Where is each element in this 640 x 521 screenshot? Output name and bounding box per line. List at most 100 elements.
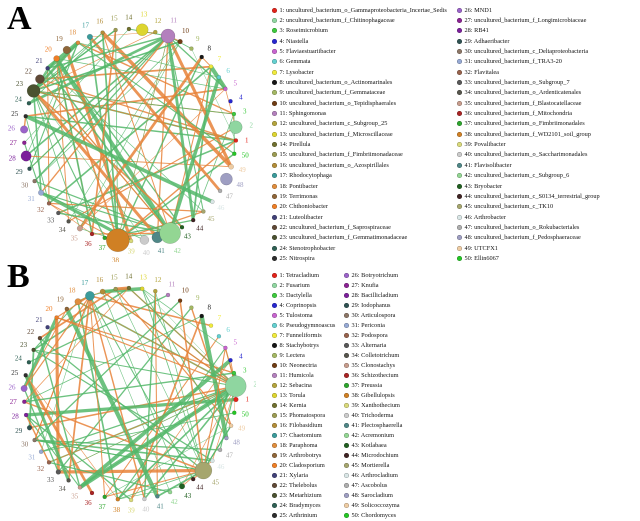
taxon-label: 35: uncultured_bacterium_f_Blastocatella… [464,99,582,107]
network-edge [47,68,50,204]
legend-item: 20: Chthoniobacter [272,202,447,212]
node-number-label: 6 [226,326,230,334]
taxon-node [153,288,158,294]
taxon-color-dot [272,80,277,86]
taxon-node [64,306,70,312]
taxon-color-dot [272,452,277,458]
network-edge [201,56,212,67]
taxon-label: 17: Rhodocytophaga [279,172,332,180]
taxon-node [126,285,132,291]
taxon-color-dot [272,462,277,468]
legend-item: 2: uncultured_bacterium_f_Chitinophagace… [272,15,447,25]
network-edge [25,35,169,157]
node-number-label: 23 [20,341,28,349]
taxon-label: 32: Podospora [351,331,388,339]
taxon-node [66,219,71,224]
taxon-node [232,410,237,416]
taxon-node [210,199,215,204]
taxon-color-dot [344,362,349,368]
legend-item: 24: Stenotrophobacter [272,243,447,253]
taxon-label: 28: Bacillicladium [351,291,399,299]
legend-item: 48: Sarocladium [344,490,402,500]
taxon-color-dot [272,100,277,106]
taxon-color-dot [344,282,349,288]
bacteria-network-diagram: 1234567891011121314151617181920212223242… [8,10,254,262]
node-number-label: 35 [71,234,79,242]
taxon-label: 44: Microdochium [351,451,399,459]
taxon-color-dot [272,382,277,388]
legend-item: 25: Nitrospira [272,253,447,263]
taxon-label: 14: Pirellula [279,141,311,149]
taxon-color-dot [344,422,349,428]
taxon-color-dot [272,131,277,137]
network-edge [156,469,204,498]
taxon-color-dot [457,162,462,168]
taxon-node [216,75,222,80]
legend-item: 44: Microdochium [344,450,402,460]
taxon-node [216,334,222,339]
network-edge [48,461,171,493]
taxon-node [76,225,83,232]
taxon-node [165,292,171,298]
node-number-label: 22 [27,328,35,336]
taxon-label: 32: Flavitalea [464,68,499,76]
taxon-node [115,497,121,502]
legend-item: 15: uncultured_bacterium_f_Fimbriimonada… [272,150,447,160]
legend-item: 49: UTCFX1 [457,243,600,253]
taxon-color-dot [272,38,277,44]
taxon-node [22,399,27,405]
taxon-node [189,46,194,51]
taxon-color-dot [457,193,462,199]
taxon-label: 18: Paraphoma [279,441,318,449]
network-edge [24,287,130,403]
network-edge [48,203,93,235]
taxon-node [159,222,181,244]
node-number-label: 8 [207,45,211,53]
taxon-label: 29: Adhaeribacter [464,37,510,45]
legend-item: 21: Xylaria [272,470,335,480]
fungi-network-diagram: 1234567891011121314151617181920212223242… [9,273,257,515]
taxon-label: 24: Stenotrophobacter [279,244,336,252]
legend-item: 32: Podospora [344,330,402,340]
taxon-color-dot [272,7,277,13]
legend-item: 17: Rhodocytophaga [272,171,447,181]
node-number-label: 14 [125,273,133,281]
network-edge [56,316,236,387]
node-number-label: 20 [46,305,54,313]
taxon-node [100,30,105,35]
node-number-label: 31 [28,195,36,203]
taxon-node [177,38,183,45]
taxon-label: 35: Clonostachys [351,361,396,369]
taxon-color-dot [344,482,349,488]
taxon-label: 45: Mortierella [351,461,390,469]
node-number-label: 3 [243,367,247,375]
node-number-label: 2 [249,122,253,130]
taxon-label: 29: Iodophanus [351,301,391,309]
taxon-node [22,140,27,146]
taxon-node [139,286,145,291]
network-edge [58,212,171,234]
network-edge [54,57,172,235]
taxon-label: 31: uncultured_bacterium_f_TRA3-20 [464,58,562,66]
network-edge [33,90,145,241]
node-number-label: 46 [217,204,225,212]
taxon-color-dot [272,121,277,127]
taxon-label: 44: uncultured_bacterium_c_S0134_terrest… [464,192,600,200]
taxon-color-dot [272,302,277,308]
taxon-label: 39: Xanthothecium [351,401,400,409]
taxon-color-dot [272,18,277,24]
taxon-color-dot [272,142,277,148]
network-edge [23,388,59,473]
taxon-color-dot [272,392,277,398]
taxon-label: 41: Plectosphaerella [351,421,403,429]
node-number-label: 31 [28,453,36,461]
node-number-label: 6 [226,67,230,75]
taxon-color-dot [272,59,277,65]
legend-item: 9: Lectera [272,350,335,360]
node-number-label: 9 [196,294,200,302]
node-number-label: 24 [15,96,23,104]
taxon-node [228,120,243,134]
taxon-node [167,489,173,495]
taxon-node [46,201,52,206]
taxon-label: 7: Funneliformis [279,331,322,339]
